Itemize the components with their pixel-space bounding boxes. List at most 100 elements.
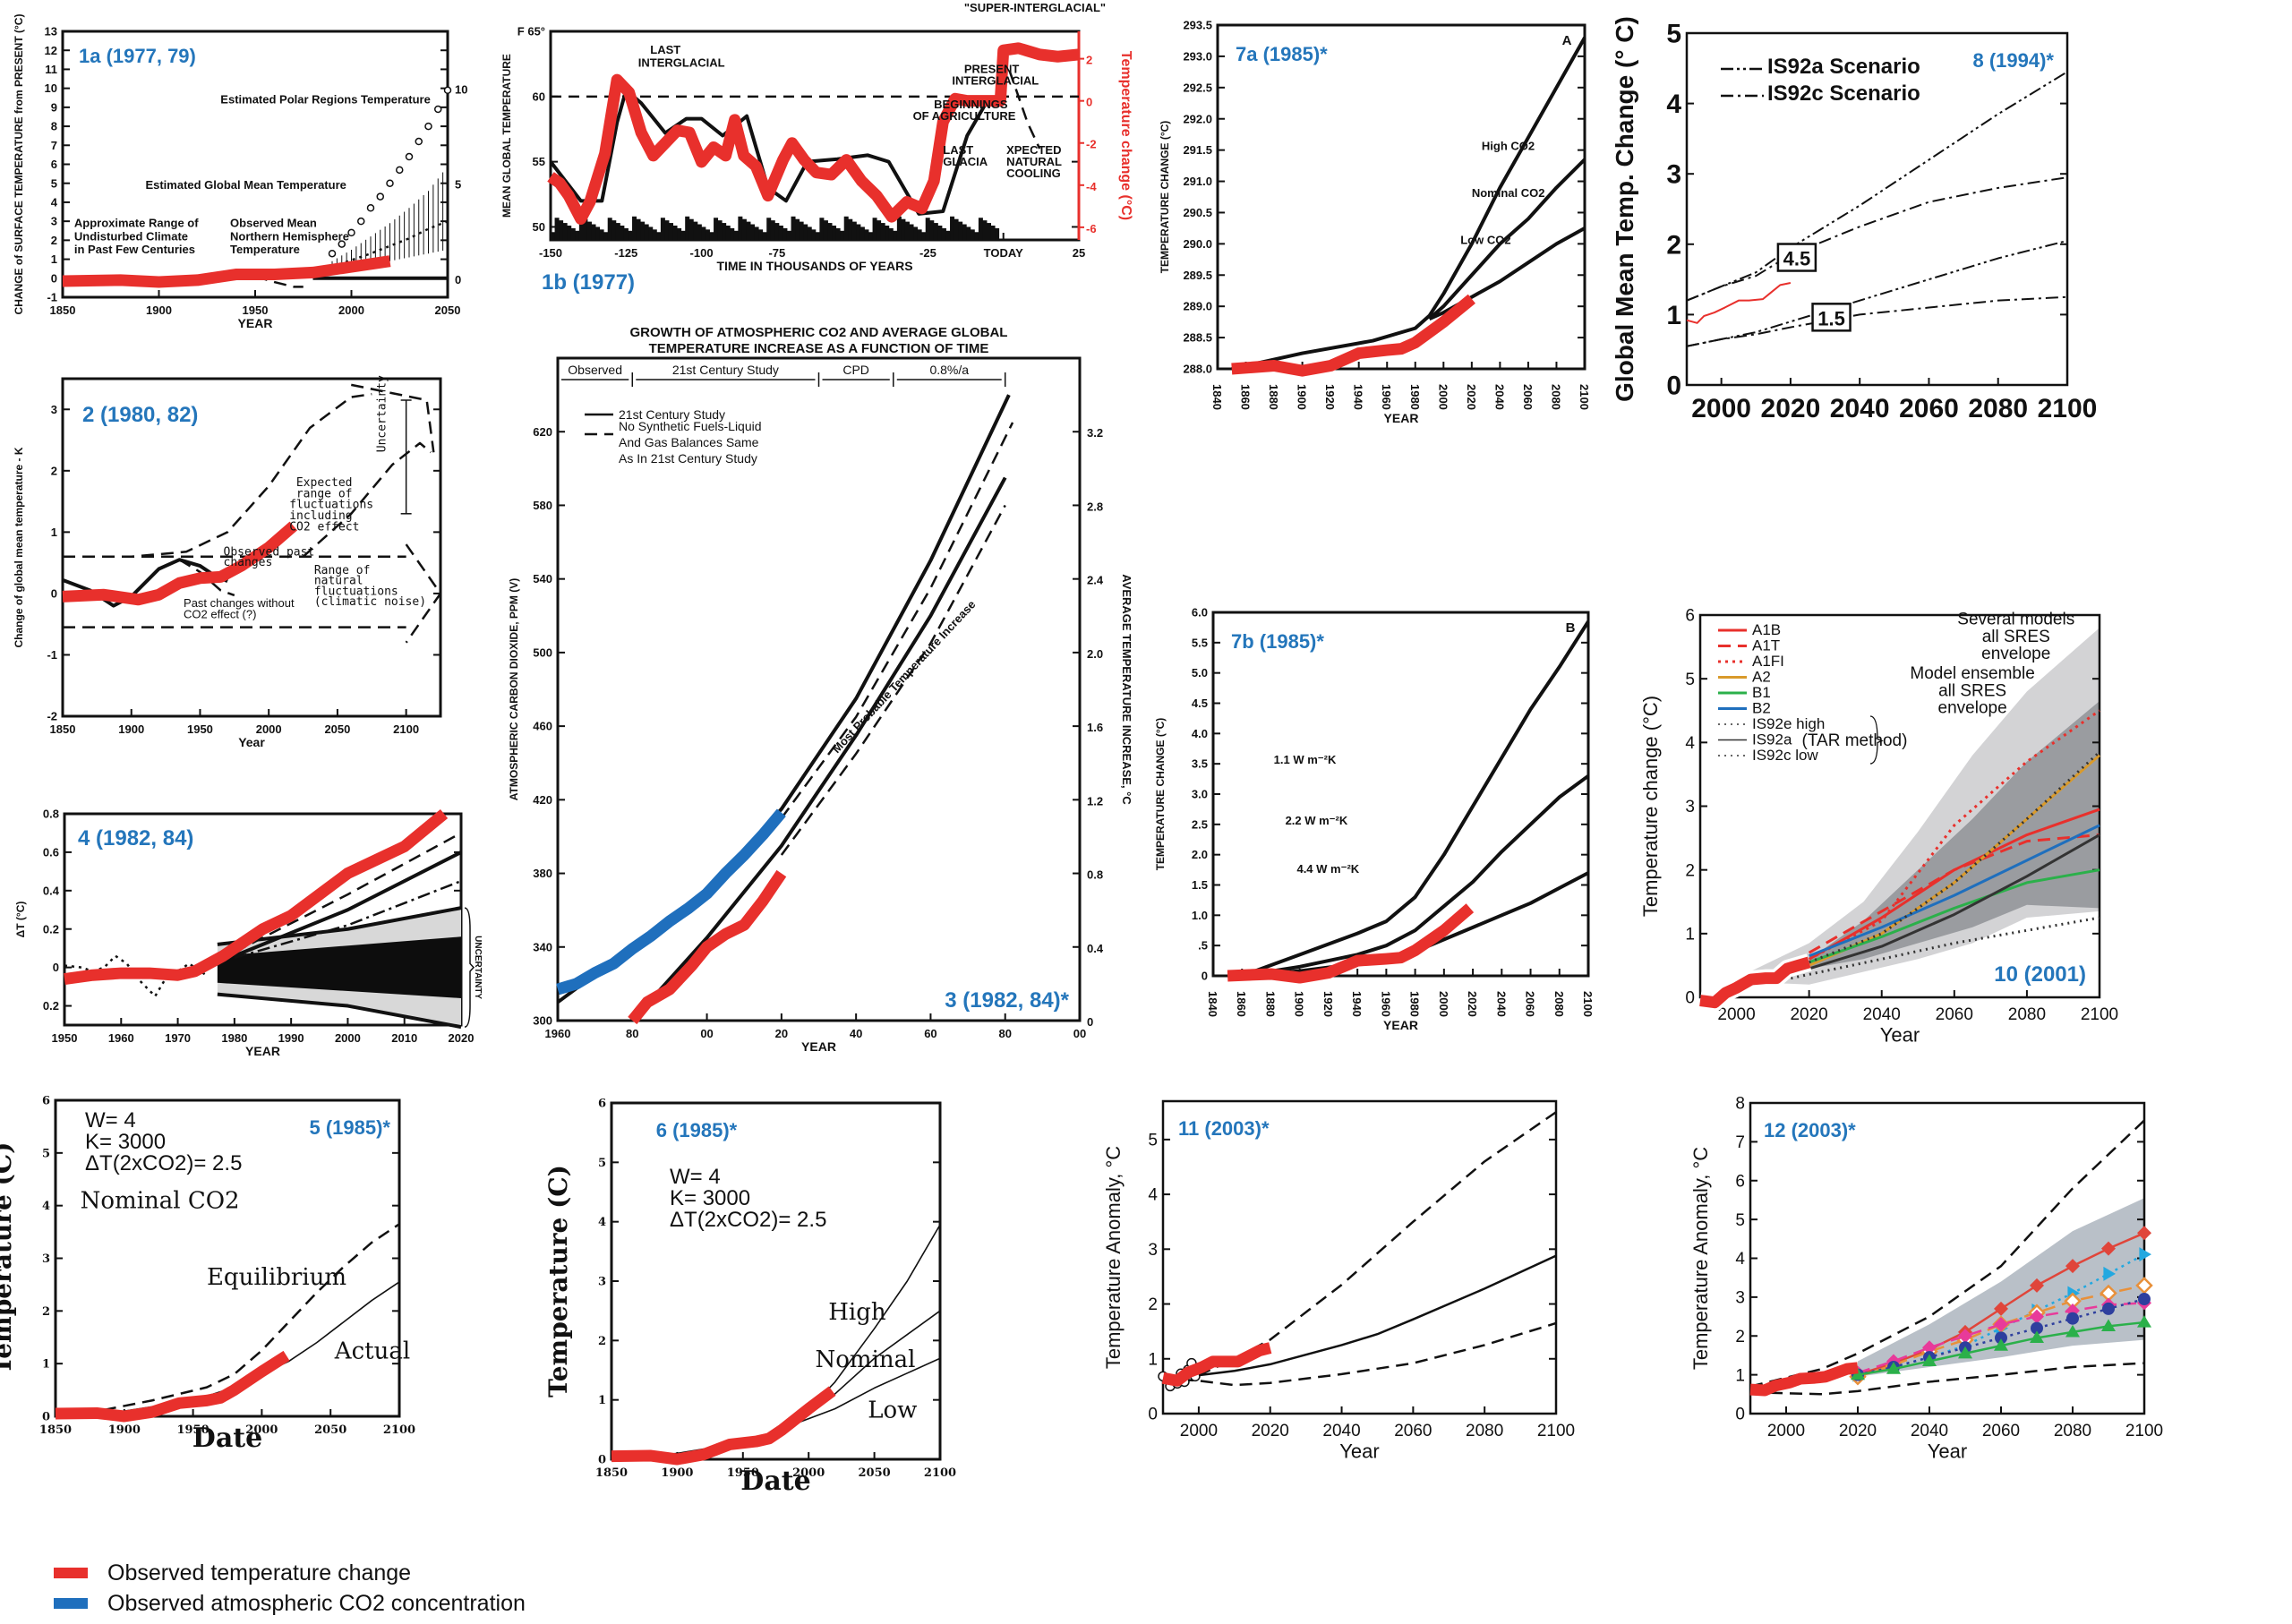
y-tick-label: 3 (1148, 1241, 1158, 1260)
noise-bar (770, 220, 775, 240)
marker-diamond (1994, 1301, 2008, 1316)
panel-2: 1850 1900 1950 2000 2050 2100 -2 -1 0 1 2 3 Year Chan… (0, 358, 483, 788)
legend-label-b1: B1 (1752, 684, 1771, 701)
annotation-high: High (828, 1299, 886, 1326)
y-tick-label: 0 (598, 1454, 606, 1467)
annotation-envelope: envelope (1938, 699, 2007, 718)
marker-diamond (2065, 1259, 2080, 1274)
y2-tick-label: 0 (455, 273, 461, 286)
noise-bar (791, 216, 796, 240)
annotation-model-ensemble: Model ensemble (1910, 664, 2034, 683)
annotation-temperature: Temperature (230, 243, 300, 256)
series-arrow-upper-outline (351, 383, 435, 453)
noise-bar (995, 227, 1000, 240)
noise-bar (652, 229, 657, 240)
y-tick-label: 0 (1666, 372, 1681, 401)
x-tick-label: 2050 (314, 1423, 346, 1437)
x-tick-label: 2040 (1492, 384, 1506, 410)
x-tick-label: 1850 (595, 1466, 628, 1480)
x-tick-label: 1840 (1206, 991, 1219, 1017)
y2-tick-label: 2 (1086, 54, 1092, 67)
x-tick-label: 2100 (383, 1423, 415, 1437)
noise-bar (856, 224, 861, 240)
x-tick-label: 80 (998, 1027, 1011, 1040)
data-point-circle (415, 137, 423, 146)
annotation-in-past-few-centuries: in Past Few Centuries (74, 243, 195, 256)
marker-circle (2138, 1293, 2151, 1306)
series-projection-solid (234, 850, 462, 958)
x-tick-label: 2100 (1537, 1422, 1575, 1440)
x-tick-label: 2100 (1581, 991, 1595, 1017)
noise-bar (851, 221, 857, 240)
series-is92e-high (1809, 750, 2101, 964)
y-tick-label: 4 (598, 1216, 606, 1229)
annotation-super-interglacial: "SUPER-INTERGLACIAL" (964, 1, 1106, 14)
noise-bar (754, 227, 759, 240)
y2-tick-label: 2.0 (1087, 647, 1103, 661)
y-tick-label: 0 (53, 961, 59, 974)
y-tick-label: 5 (1685, 671, 1695, 689)
y-tick-label: 6 (598, 1098, 606, 1111)
legend-label-a2: A2 (1752, 669, 1771, 686)
chart-svg-1b: -150 -125 -100 -75 -25 TODAY 25 50 55 60 F 65° -6 -4… (500, 1, 1133, 295)
x-axis-label: Year (1339, 1440, 1379, 1462)
data-point-circle (338, 240, 346, 248)
panel-label-2: 2 (1980, 82) (82, 403, 198, 427)
noise-bar (586, 221, 592, 240)
noise-bar (811, 229, 817, 240)
noise-bar (615, 223, 620, 240)
y-tick-label: 13 (45, 25, 57, 38)
noise-bar (803, 224, 808, 240)
x-tick-label: 2080 (1549, 384, 1562, 410)
y-tick-label: 293.5 (1183, 19, 1212, 32)
series-uncertainty-bar (400, 399, 412, 515)
y-tick-label: 5 (1666, 20, 1681, 49)
x-tick-label: 2100 (924, 1466, 956, 1480)
x-tick-label: 2060 (1899, 394, 1959, 423)
panel-10: 2000 2020 2040 2060 2080 2100 0 1 2 3 4 5 6 Year Tempe… (1639, 591, 2292, 1092)
legend-label-21st-century-study: 21st Century Study (619, 407, 725, 422)
boxed-label-frame (1811, 303, 1852, 332)
annotation-fluctuations: fluctuations (289, 499, 373, 512)
series-low-co2 (1428, 227, 1586, 321)
x-tick-label: -125 (614, 246, 637, 260)
uncertainty-brace (464, 907, 475, 1028)
x-tick-label: 1940 (1350, 991, 1364, 1017)
noise-bar (815, 232, 820, 240)
noise-bar (807, 227, 812, 240)
marker-diamond (1958, 1329, 1972, 1344)
x-tick-label: 2050 (859, 1466, 891, 1480)
annotation-climatic-noise: (climatic noise) (314, 595, 426, 609)
annotation-of-agriculture: OF AGRICULTURE (913, 109, 1016, 123)
y-tick-label: 6 (42, 1095, 50, 1108)
x-tick-label: 2060 (1394, 1422, 1432, 1440)
x-tick-label: 2000 (1437, 991, 1450, 1017)
data-point-circle (366, 204, 375, 212)
panel-label-5: 5 (1985)* (309, 1116, 390, 1139)
chart-svg-3: 1960 80 00 20 40 60 80 00 300 340 380 420 460 500 540 5… (508, 325, 1133, 1054)
y-tick-label: 4 (1735, 1250, 1745, 1269)
panel-3: 1960 80 00 20 40 60 80 00 300 340 380 420 460 500 540 5… (501, 322, 1133, 1056)
noise-bar (888, 227, 894, 240)
y2-tick-label: 0.4 (1087, 942, 1104, 955)
legend-label-co2: Observed atmospheric CO2 concentration (107, 1590, 526, 1616)
noise-bar (680, 230, 686, 240)
y-tick-label: 2 (51, 464, 57, 477)
noise-bar (958, 221, 963, 240)
marker-triangle (1994, 1338, 2008, 1351)
chart-svg-1a: 1850 1900 1950 2000 2050-1012345678910111213… (13, 14, 467, 330)
noise-bar (758, 229, 764, 240)
legend-label-line: No Synthetic Fuels-Liquid (619, 419, 762, 433)
data-point-circle (376, 192, 384, 201)
y-tick-label: 2 (1148, 1295, 1158, 1314)
y-tick-label: 1.5 (1192, 878, 1208, 892)
panel-7b: 1840 1860 1880 1900 1920 1940 1960 1980 2000 2020… (1128, 582, 1629, 1101)
series-mean-global-temperature-1977 (549, 88, 1004, 216)
figure-legend: Observed temperature change Observed atm… (54, 1558, 526, 1619)
x-tick-label: 2080 (1552, 991, 1566, 1017)
noise-bar (954, 218, 959, 240)
x-tick-label: 2080 (1968, 394, 2028, 423)
noise-bar (697, 224, 702, 240)
x-tick-label: 1850 (50, 722, 76, 736)
y-tick-label: 3 (42, 1252, 50, 1266)
